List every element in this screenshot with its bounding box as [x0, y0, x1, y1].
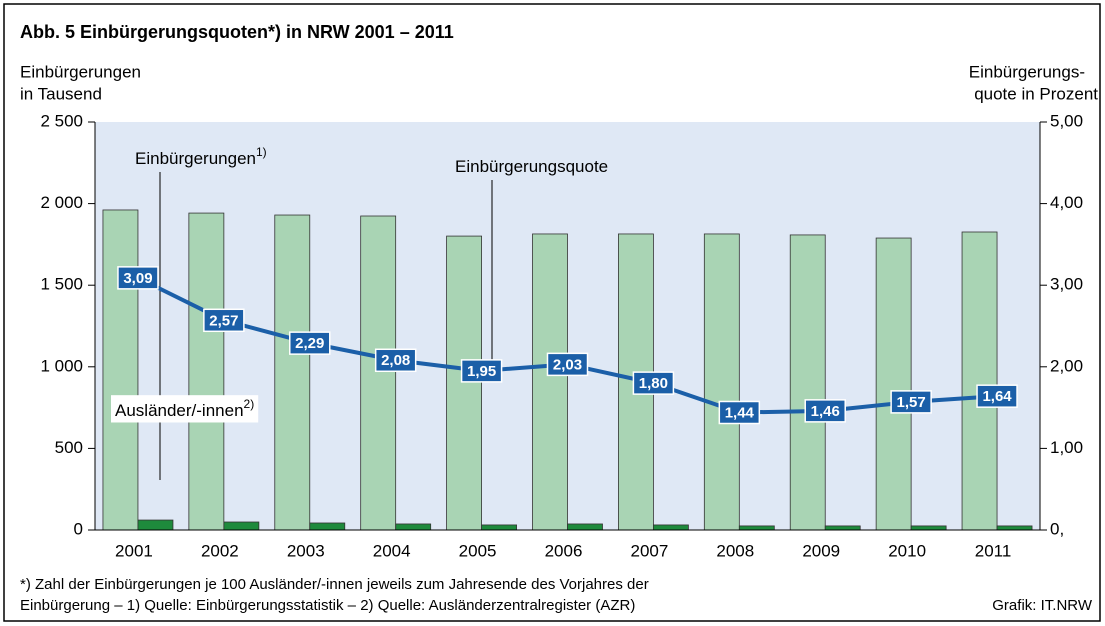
- bar: [395, 523, 432, 531]
- x-tick-label: 2002: [201, 541, 239, 560]
- y2-tick-label: 5,00: [1050, 111, 1083, 130]
- series-name: Ausländer/-innen: [115, 401, 244, 420]
- value-label: 1,44: [725, 404, 755, 421]
- x-tick-label: 2009: [802, 541, 840, 560]
- footnote: Einbürgerung – 1) Quelle: Einbürgerungss…: [20, 597, 635, 614]
- value-label-box: [546, 352, 589, 377]
- value-label: 1,46: [811, 403, 840, 420]
- y2-axis-label: quote in Prozent: [974, 84, 1098, 103]
- y2-tick-label: 4,00: [1050, 193, 1083, 212]
- series-name: Einbürgerungsquote: [455, 157, 608, 176]
- bar: [703, 233, 740, 531]
- y-tick-label: 500: [55, 438, 83, 457]
- value-label-box: [203, 308, 245, 333]
- bar: [532, 233, 568, 531]
- series-note: 1): [256, 145, 267, 159]
- footnote: *) Zahl der Einbürgerungen je 100 Auslän…: [20, 576, 649, 593]
- bar: [910, 525, 947, 531]
- y2-tick-label: 1,00: [1050, 438, 1083, 457]
- bar: [188, 212, 225, 531]
- value-label-box: [632, 371, 675, 395]
- value-label-box: [804, 399, 846, 423]
- value-label: 3,09: [123, 270, 152, 287]
- y2-axis-label: Einbürgerungs-: [969, 62, 1085, 81]
- bar: [653, 524, 689, 531]
- bar: [309, 522, 346, 531]
- bar: [738, 525, 775, 531]
- series-label: Ausländer/-innen2): [115, 397, 254, 420]
- bar: [137, 519, 174, 531]
- value-label-box: [460, 359, 503, 383]
- bar: [446, 235, 482, 531]
- y-axis-label: Einbürgerungen: [20, 62, 141, 81]
- source: Grafik: IT.NRW: [992, 597, 1093, 614]
- value-label: 1,64: [982, 388, 1012, 405]
- series-note: 2): [244, 397, 255, 411]
- value-label-box: [976, 384, 1018, 408]
- y2-tick-label: 2,00: [1050, 356, 1083, 375]
- y-tick-label: 2 000: [40, 193, 83, 212]
- bar: [360, 215, 397, 531]
- y2-tick-label: 3,00: [1050, 275, 1083, 294]
- x-tick-label: 2005: [459, 541, 497, 560]
- y2-tick-label: 0,: [1050, 519, 1064, 538]
- value-label: 2,08: [381, 352, 410, 369]
- series-label: Einbürgerungen1): [135, 145, 267, 168]
- bar: [824, 525, 861, 531]
- value-label-box: [374, 348, 417, 373]
- bar: [789, 234, 826, 531]
- x-tick-label: 2004: [373, 541, 411, 560]
- value-label: 1,95: [467, 363, 496, 380]
- value-label-box: [117, 266, 159, 290]
- bar: [875, 237, 912, 531]
- chart-title: Abb. 5 Einbürgerungsquoten*) in NRW 2001…: [20, 22, 454, 42]
- x-tick-label: 2008: [716, 541, 754, 560]
- value-label: 2,03: [553, 356, 582, 373]
- bar: [996, 525, 1033, 531]
- value-label-box: [718, 400, 761, 425]
- x-tick-label: 2006: [545, 541, 583, 560]
- bar: [102, 209, 139, 531]
- y-tick-label: 0: [74, 519, 83, 538]
- x-tick-label: 2011: [975, 541, 1012, 560]
- series-name: Einbürgerungen: [135, 149, 256, 168]
- value-label: 1,80: [639, 375, 668, 392]
- bar: [567, 523, 603, 531]
- x-tick-label: 2003: [287, 541, 325, 560]
- y-axis-label: in Tausend: [20, 84, 102, 103]
- bar: [274, 214, 311, 531]
- series-label-bg: [111, 395, 259, 423]
- value-label: 1,57: [897, 394, 926, 411]
- x-tick-label: 2001: [115, 541, 153, 560]
- bar: [961, 231, 998, 531]
- x-tick-label: 2010: [888, 541, 926, 560]
- bar: [481, 524, 517, 531]
- y-tick-label: 1 500: [40, 275, 83, 294]
- y-tick-label: 1 000: [40, 356, 83, 375]
- bar: [223, 521, 260, 531]
- value-label: 2,57: [209, 312, 238, 329]
- series-label: Einbürgerungsquote: [455, 157, 608, 176]
- value-label-box: [890, 390, 932, 414]
- x-tick-label: 2007: [630, 541, 668, 560]
- y-tick-label: 2 500: [40, 111, 83, 130]
- value-label: 2,29: [295, 335, 324, 352]
- value-label-box: [289, 331, 331, 355]
